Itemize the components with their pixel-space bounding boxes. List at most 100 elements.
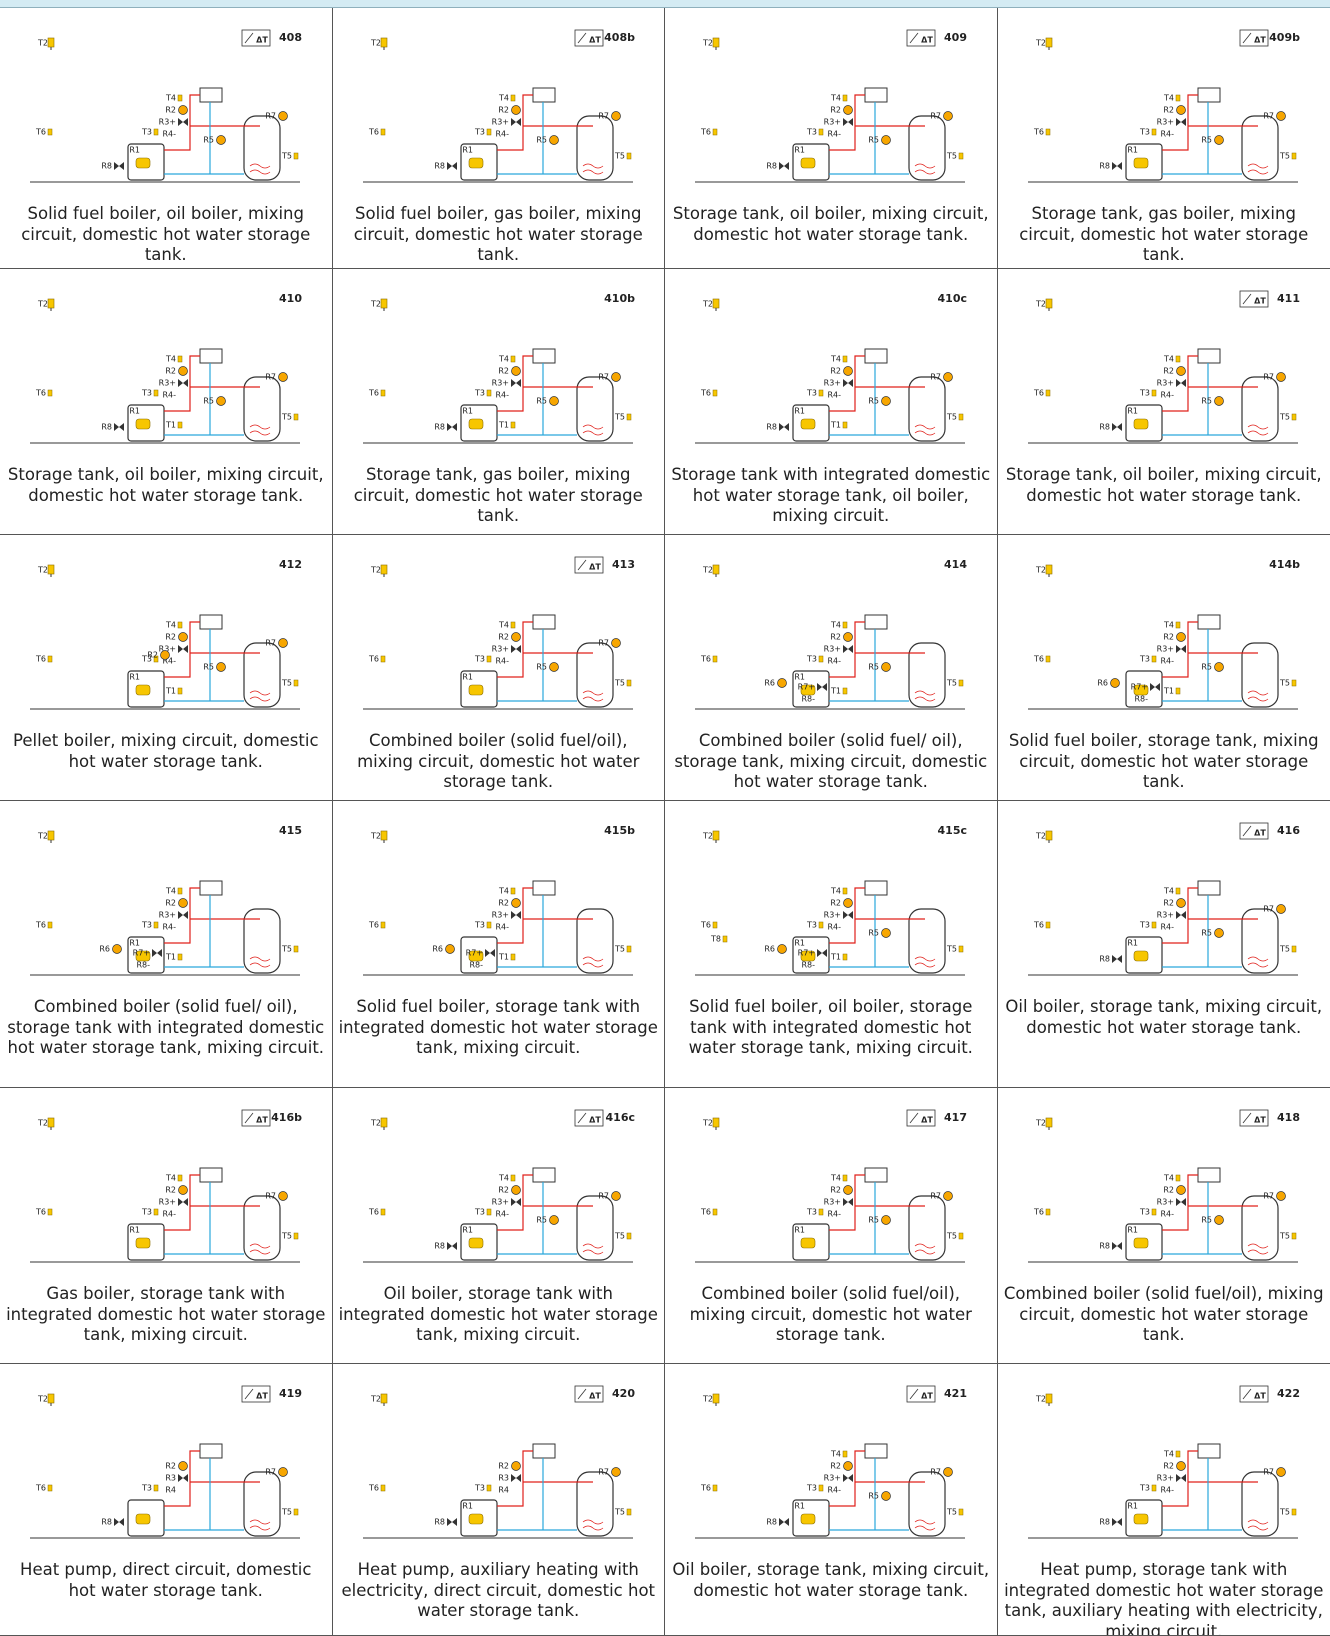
temp-sensor	[48, 390, 52, 396]
component-label: R2	[498, 633, 509, 642]
solar-badge-label: ΔT	[589, 1392, 601, 1401]
component-label: R1	[1127, 939, 1138, 948]
temp-sensor	[723, 936, 727, 942]
temp-sensor	[381, 390, 385, 396]
component-label: T4	[498, 621, 509, 630]
pump	[179, 1186, 188, 1195]
component-label: R4	[165, 1486, 176, 1495]
component-label: T5	[1279, 413, 1290, 422]
sensor-label: T2	[370, 832, 381, 841]
component-label: T3	[1139, 1484, 1150, 1493]
pump	[217, 136, 226, 145]
temp-sensor	[1176, 1451, 1180, 1457]
valve	[843, 645, 853, 653]
scheme-cell: T2415cT3R1T4R2R3+R4-T5T6T8T1R6R7+R8-R5So…	[665, 801, 998, 1088]
burner	[1134, 158, 1148, 168]
radiator	[533, 1444, 555, 1458]
component-label: T3	[474, 921, 485, 930]
component-label: R4-	[827, 1210, 841, 1219]
sensor-label: T2	[702, 1119, 713, 1128]
component-label: R3	[498, 1474, 509, 1483]
temp-sensor	[959, 414, 963, 420]
pump	[279, 373, 288, 382]
scheme-description: Combined boiler (solid fuel/oil), mixing…	[1004, 1284, 1325, 1346]
component-label: R3	[165, 1474, 176, 1483]
sensor-label: T2	[1035, 1119, 1046, 1128]
component-label: R5	[203, 136, 214, 145]
component-label: R7	[265, 373, 276, 382]
scheme-cell: T2410cR7T5T6R5T1R8T3R1T4R2R3+R4-Storage …	[665, 269, 998, 535]
scheme-description: Solid fuel boiler, storage tank with int…	[339, 997, 659, 1059]
radiator	[200, 881, 222, 895]
temp-sensor	[627, 680, 631, 686]
component-label: R5	[536, 663, 547, 672]
component-label: R2	[1163, 633, 1174, 642]
radiator	[1198, 349, 1220, 363]
radiator	[1198, 1168, 1220, 1182]
valve	[1112, 955, 1122, 963]
component-label: T5	[1279, 945, 1290, 954]
radiator	[865, 1444, 887, 1458]
component-label: R7	[1263, 1192, 1274, 1201]
temp-sensor	[959, 680, 963, 686]
component-label: R1	[129, 939, 140, 948]
sensor-label: T2	[370, 39, 381, 48]
scheme-code: 419	[279, 1387, 302, 1400]
temp-sensor	[48, 922, 52, 928]
scheme-diagram: T2410T4R2R3+R4-T6T3R8R1T1R5R7T5	[0, 277, 332, 462]
pump	[1276, 905, 1285, 914]
component-label: R5	[536, 136, 547, 145]
component-label: R3+	[1156, 645, 1173, 654]
pump	[1176, 1462, 1185, 1471]
valve	[1176, 118, 1186, 126]
component-label: R7	[930, 112, 941, 121]
component-label: T3	[1139, 921, 1150, 930]
radiator	[533, 615, 555, 629]
component-label: R5	[868, 1216, 879, 1225]
scheme-cell: T2414T4R2R3+R4-T3R1T1R6R7+R8-T6R5T5Combi…	[665, 535, 998, 801]
component-label: R3+	[491, 379, 508, 388]
temp-sensor	[294, 153, 298, 159]
component-label: R4-	[827, 923, 841, 932]
scheme-cell: T2416ΔTT4R2R3+R4-T6T3R1R8R5R7T5Oil boile…	[998, 801, 1330, 1088]
solar-badge-label: ΔT	[256, 36, 268, 45]
component-label: R2	[1163, 1462, 1174, 1471]
component-label: R2	[830, 633, 841, 642]
component-label: R8	[101, 423, 112, 432]
scheme-code: 421	[944, 1387, 967, 1400]
component-label: R2	[1163, 106, 1174, 115]
component-label: R8-	[136, 961, 150, 970]
pump	[1276, 1192, 1285, 1201]
component-label: R4-	[1160, 923, 1174, 932]
pump	[944, 1468, 953, 1477]
radiator	[1198, 615, 1220, 629]
valve	[779, 162, 789, 170]
return-pipe	[164, 895, 244, 967]
component-label: T3	[141, 128, 152, 137]
temp-sensor	[487, 1485, 491, 1491]
component-label: T5	[281, 1508, 292, 1517]
temp-sensor	[178, 356, 182, 362]
pump	[179, 367, 188, 376]
component-label: T3	[1139, 128, 1150, 137]
pump	[844, 899, 853, 908]
component-label: R2	[165, 1186, 176, 1195]
valve	[1176, 1198, 1186, 1206]
component-label: T5	[1279, 1508, 1290, 1517]
radiator	[533, 881, 555, 895]
component-label: R5	[203, 397, 214, 406]
temp-sensor	[843, 1175, 847, 1181]
component-label: T5	[281, 152, 292, 161]
component-label: R7	[598, 112, 609, 121]
scheme-diagram: T2414T4R2R3+R4-T3R1T1R6R7+R8-T6R5T5	[665, 543, 997, 728]
component-label: R7+	[133, 949, 150, 958]
component-label: R4-	[827, 130, 841, 139]
valve	[1176, 379, 1186, 387]
scheme-diagram: T2416cΔTT4R7R2R3+R4-T5T6T3R5R1R8	[333, 1096, 665, 1281]
scheme-cell: T2416cΔTT4R7R2R3+R4-T5T6T3R5R1R8Oil boil…	[333, 1088, 666, 1364]
burner	[469, 1238, 483, 1248]
component-label: R3+	[824, 118, 841, 127]
sensor-icon	[713, 1394, 719, 1403]
scheme-code: 422	[1277, 1387, 1300, 1400]
solar-badge-label: ΔT	[921, 36, 933, 45]
